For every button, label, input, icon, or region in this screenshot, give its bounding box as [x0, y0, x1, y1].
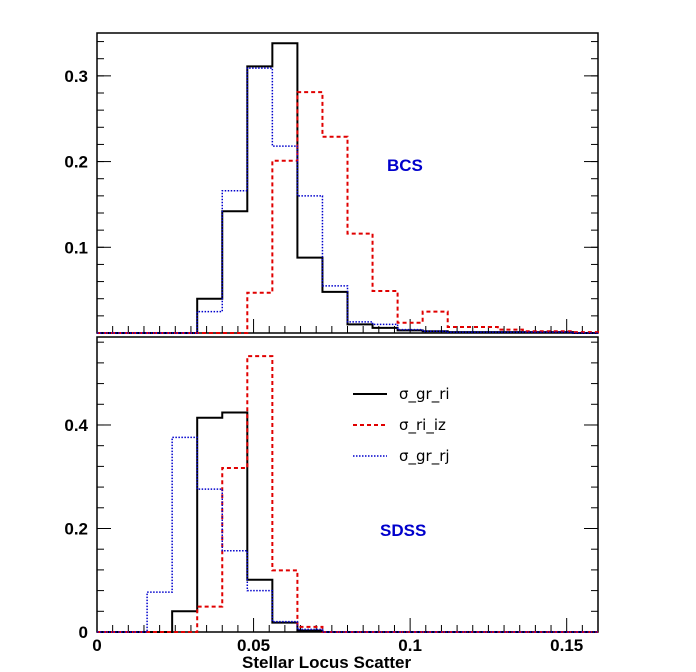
panel-bcs-label: BCS: [387, 156, 423, 175]
legend-label-gr-rj: σ_gr_rj: [399, 447, 450, 466]
panel-bcs-series: [97, 42, 599, 334]
y-tick-label: 0.3: [64, 67, 88, 86]
series-_gr_rj-line: [97, 67, 598, 334]
y-tick-label: 0.2: [64, 153, 88, 172]
y-tick-label: 0.1: [64, 238, 88, 257]
series-_gr_ri-line: [97, 42, 598, 334]
x-tick-label: 0.15: [550, 636, 583, 655]
panel-bcs-ticks: 0.1 0.2 0.3: [64, 41, 599, 333]
series-_gr_rj-line: [97, 436, 598, 633]
legend: σ_gr_ri σ_ri_iz σ_gr_rj: [353, 385, 450, 466]
x-tick-label: 0.1: [398, 636, 422, 655]
x-tick-label: 0: [92, 636, 101, 655]
series-_gr_ri-line: [97, 411, 598, 633]
x-axis-title: Stellar Locus Scatter: [242, 653, 412, 672]
y-tick-label: 0.4: [64, 416, 88, 435]
panel-bcs: 0.1 0.2 0.3 BCS: [64, 32, 599, 334]
x-tick-label: 0.05: [237, 636, 270, 655]
legend-label-gr-ri: σ_gr_ri: [399, 385, 450, 404]
y-tick-label: 0: [79, 623, 88, 642]
x-axis-tick-labels: 0 0.05 0.1 0.15: [92, 636, 583, 655]
panel-sdss-series: [97, 355, 598, 633]
series-_ri_iz-line: [97, 355, 598, 633]
panel-sdss-label: SDSS: [380, 521, 426, 540]
legend-label-ri-iz: σ_ri_iz: [399, 416, 446, 435]
y-tick-label: 0.2: [64, 519, 88, 538]
panel-sdss-ticks: 0 0.2 0.4: [64, 341, 599, 642]
panel-sdss: 0 0.2 0.4 SDSS: [64, 336, 599, 642]
